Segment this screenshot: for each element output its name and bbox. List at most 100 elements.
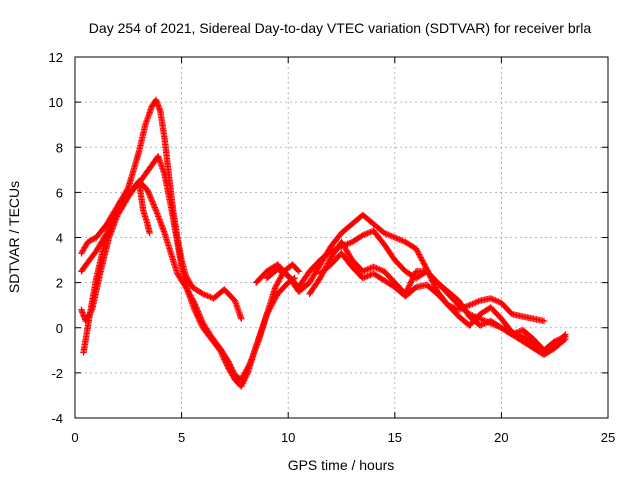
data-point [205, 293, 213, 300]
data-point [226, 359, 233, 367]
data-point [467, 301, 475, 308]
data-point [414, 248, 421, 255]
data-point [365, 272, 373, 279]
data-point [228, 365, 236, 373]
data-point [227, 362, 234, 370]
data-point [416, 252, 424, 260]
data-point [493, 297, 501, 305]
data-point [151, 204, 158, 211]
y-tick-label: 12 [49, 50, 63, 65]
data-point [226, 361, 234, 368]
data-point [466, 301, 473, 309]
data-point [196, 311, 203, 318]
data-point [373, 264, 380, 272]
data-point [380, 229, 388, 237]
data-point [470, 300, 478, 307]
data-point [397, 236, 405, 244]
data-point [197, 314, 204, 321]
data-point [144, 186, 151, 194]
data-point [478, 321, 485, 329]
data-point [149, 199, 157, 207]
data-point [225, 358, 232, 365]
y-tick-labels: -4 -2 0 2 4 6 8 10 12 [49, 50, 63, 426]
data-point [364, 266, 371, 273]
data-point [295, 268, 303, 275]
data-point [490, 296, 497, 303]
data-point [201, 291, 208, 298]
data-point [413, 247, 421, 254]
data-point [478, 316, 485, 323]
data-point [487, 295, 494, 302]
data-point [362, 230, 370, 238]
data-point [199, 290, 207, 298]
data-point [517, 332, 525, 340]
data-point [419, 258, 427, 266]
data-point [190, 298, 197, 305]
data-point [230, 368, 237, 376]
data-point [194, 308, 202, 315]
y-tick-label: 10 [49, 95, 63, 110]
data-point [88, 236, 96, 243]
data-point [492, 297, 499, 304]
x-tick-label: 15 [388, 430, 402, 445]
data-point [146, 191, 153, 198]
x-tick-label: 25 [601, 430, 615, 445]
data-point [229, 367, 236, 374]
data-point [410, 273, 417, 281]
y-tick-label: -2 [51, 366, 63, 381]
data-point [193, 305, 201, 312]
data-point [149, 198, 156, 205]
data-point [370, 263, 377, 271]
data-point [197, 315, 205, 323]
data-point [347, 239, 354, 246]
data-point [195, 309, 202, 317]
plot-frame [74, 56, 609, 419]
data-point [559, 334, 566, 342]
data-point [152, 205, 159, 213]
data-point [421, 261, 428, 268]
data-point [90, 235, 97, 243]
data-point [553, 337, 560, 344]
data-point [472, 299, 479, 306]
data-point [405, 283, 412, 291]
data-point [557, 335, 564, 342]
data-point [417, 254, 424, 261]
data-point [473, 298, 481, 306]
data-point [475, 298, 482, 305]
data-point [345, 240, 353, 247]
data-point [84, 238, 91, 246]
data-point [376, 266, 383, 273]
data-point [479, 321, 487, 328]
x-tick-label: 0 [71, 430, 78, 445]
data-point [560, 334, 568, 341]
data-point [196, 312, 204, 320]
x-tick-label: 5 [178, 430, 185, 445]
data-point [410, 272, 418, 279]
data-point [391, 234, 398, 241]
data-point [514, 331, 522, 339]
data-point [406, 280, 414, 288]
y-tick-label: -4 [51, 411, 63, 426]
data-point [412, 245, 420, 252]
data-point [562, 333, 569, 340]
data-point [415, 249, 422, 257]
chart-title: Day 254 of 2021, Sidereal Day-to-day VTE… [89, 20, 592, 36]
data-point [394, 235, 402, 242]
data-point [418, 255, 425, 263]
data-point [191, 301, 199, 308]
data-point [387, 232, 394, 239]
data-point [481, 320, 488, 327]
y-axis-label: SDTVAR / TECUs [6, 181, 22, 293]
data-point [238, 315, 245, 322]
data-point [513, 330, 520, 338]
data-point [464, 302, 472, 310]
data-point [204, 292, 211, 300]
data-point [147, 194, 154, 201]
data-point [399, 237, 406, 244]
data-point [476, 322, 484, 329]
data-point [147, 195, 155, 203]
y-tick-label: 0 [56, 321, 63, 336]
data-point [407, 279, 414, 286]
data-point [400, 238, 408, 245]
data-point [198, 289, 205, 297]
